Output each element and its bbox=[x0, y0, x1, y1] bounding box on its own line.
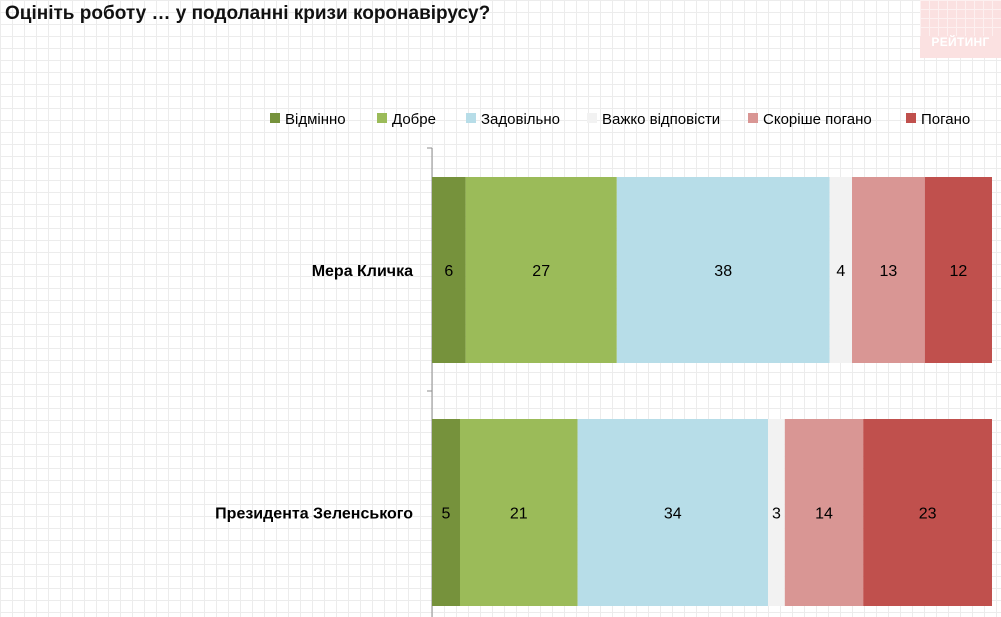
data-label-задовільно-1: 34 bbox=[664, 506, 682, 523]
data-label-погано-1: 23 bbox=[919, 506, 937, 523]
bar-segment-відмінно-1 bbox=[432, 419, 460, 606]
legend-swatch-добре bbox=[377, 113, 387, 123]
data-label-погано-0: 12 bbox=[950, 263, 968, 280]
bar-segment-важко-відповісти-1 bbox=[768, 419, 785, 606]
category-label-0: Мера Кличка bbox=[312, 263, 413, 280]
rating-logo: РЕЙТИНГ bbox=[920, 0, 1001, 58]
chart-title: Оцініть роботу … у подоланні кризи корон… bbox=[5, 3, 491, 24]
legend-label-важко-відповісти: Важко відповісти bbox=[602, 111, 720, 128]
logo-text: РЕЙТИНГ bbox=[931, 35, 990, 49]
category-label-1: Президента Зеленського bbox=[215, 506, 413, 523]
data-label-добре-0: 27 bbox=[532, 263, 550, 280]
bar-segment-скоріше-погано-1 bbox=[784, 419, 864, 606]
legend-label-добре: Добре bbox=[392, 111, 436, 128]
bar-segment-добре-1 bbox=[460, 419, 578, 606]
data-label-відмінно-1: 5 bbox=[442, 506, 451, 523]
bar-segment-відмінно-0 bbox=[432, 177, 466, 363]
data-label-важко-відповісти-1: 3 bbox=[772, 506, 781, 523]
bar-segment-погано-1 bbox=[863, 419, 992, 606]
data-label-важко-відповісти-0: 4 bbox=[836, 263, 845, 280]
bar-segment-погано-0 bbox=[924, 177, 992, 363]
data-label-задовільно-0: 38 bbox=[714, 263, 732, 280]
data-label-скоріше-погано-0: 13 bbox=[880, 263, 898, 280]
legend-label-відмінно: Відмінно bbox=[285, 111, 346, 128]
legend-label-задовільно: Задовільно bbox=[481, 111, 560, 128]
data-label-скоріше-погано-1: 14 bbox=[815, 506, 833, 523]
legend-swatch-відмінно bbox=[270, 113, 280, 123]
bar-segment-важко-відповісти-0 bbox=[829, 177, 852, 363]
bar-segment-задовільно-0 bbox=[616, 177, 830, 363]
legend-swatch-погано bbox=[906, 113, 916, 123]
legend-swatch-задовільно bbox=[466, 113, 476, 123]
logo-pattern bbox=[920, 0, 1001, 36]
bar-segment-задовільно-1 bbox=[577, 419, 768, 606]
bar-segment-скоріше-погано-0 bbox=[852, 177, 925, 363]
data-label-відмінно-0: 6 bbox=[444, 263, 453, 280]
legend-swatch-важко-відповісти bbox=[587, 113, 597, 123]
legend-label-погано: Погано bbox=[921, 111, 970, 128]
bar-segment-добре-0 bbox=[465, 177, 617, 363]
legend-swatch-скоріше-погано bbox=[748, 113, 758, 123]
legend-label-скоріше-погано: Скоріше погано bbox=[763, 111, 872, 128]
data-label-добре-1: 21 bbox=[510, 506, 528, 523]
